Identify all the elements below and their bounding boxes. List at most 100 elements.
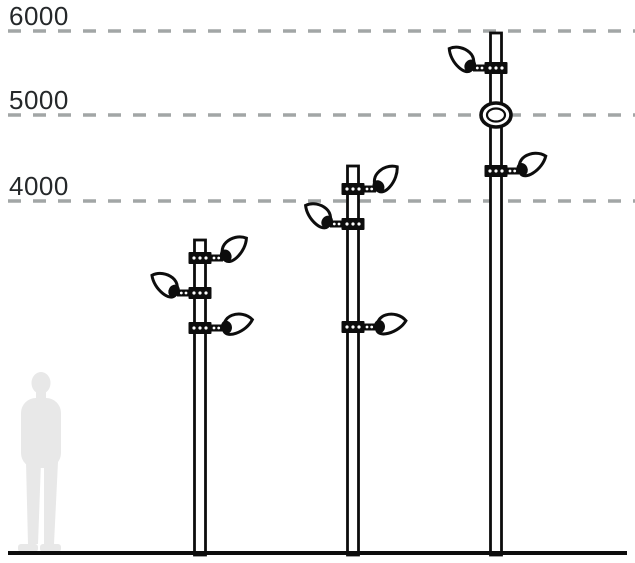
- clamp-bolt: [198, 256, 202, 260]
- person-head: [31, 372, 51, 394]
- clamp: [341, 218, 365, 230]
- gridline-label-6000: 6000: [9, 1, 69, 31]
- arm-bolt: [217, 256, 221, 260]
- clamp-bolt: [357, 222, 361, 226]
- floodlight-knuckle: [372, 180, 385, 193]
- clamp-bolt: [488, 66, 492, 70]
- person-left-leg: [26, 462, 41, 544]
- gridline-label-5000: 5000: [9, 85, 69, 115]
- floodlight-knuckle: [219, 249, 232, 262]
- arm-bolt: [365, 187, 369, 191]
- clamp-bolt: [204, 291, 208, 295]
- floodlight-knuckle: [168, 284, 180, 298]
- pole-tall: [447, 31, 548, 557]
- clamp-bolt: [345, 325, 349, 329]
- clamp: [188, 322, 212, 334]
- arm-bolt: [179, 291, 183, 295]
- arm-bolt: [370, 187, 374, 191]
- arm-bolt: [370, 325, 374, 329]
- clamp-bolt: [204, 326, 208, 330]
- clamp-bolt: [351, 187, 355, 191]
- ring-outer: [479, 101, 513, 129]
- clamp-bolt: [345, 187, 349, 191]
- clamp-bolt: [345, 222, 349, 226]
- clamp: [188, 252, 212, 264]
- person-neck: [36, 391, 46, 400]
- clamp-bolt: [192, 326, 196, 330]
- floodlight-arm: [210, 324, 223, 332]
- person-layer: [18, 372, 61, 552]
- clamp-bolt: [494, 66, 498, 70]
- scale-labels-layer: 6000 5000 4000: [9, 1, 69, 201]
- clamp: [484, 165, 508, 177]
- floodlight-head: [220, 312, 255, 336]
- arm-bolt: [337, 222, 341, 226]
- floodlight-knuckle: [464, 59, 477, 72]
- arm-bolt: [508, 169, 512, 173]
- ring-inner: [485, 107, 507, 123]
- floodlight-left: [150, 271, 190, 299]
- floodlight-knuckle: [516, 162, 528, 176]
- clamp-bolt: [494, 169, 498, 173]
- clamp: [484, 62, 508, 74]
- person-silhouette: [18, 372, 61, 552]
- clamp-bolt: [500, 169, 504, 173]
- clamp-bolt: [351, 325, 355, 329]
- clamp: [188, 287, 212, 299]
- floodlight-arm: [210, 254, 223, 262]
- clamp-bolt: [198, 326, 202, 330]
- arm-bolt: [217, 326, 221, 330]
- person-left-foot: [18, 544, 38, 552]
- pole-medium: [303, 164, 408, 557]
- arm-bolt: [184, 291, 188, 295]
- clamp-bolt: [351, 222, 355, 226]
- floodlight-arm: [363, 185, 376, 193]
- gridlines-layer: [8, 29, 635, 203]
- clamp: [341, 321, 365, 333]
- person-right-leg: [44, 462, 58, 544]
- floodlight-right: [363, 164, 399, 194]
- arm-bolt: [475, 66, 479, 70]
- clamp-bolt: [500, 66, 504, 70]
- floodlight-head: [303, 202, 333, 230]
- ring-fitting: [479, 101, 513, 129]
- pole-short: [150, 235, 255, 557]
- clamp-bolt: [357, 325, 361, 329]
- floodlight-head: [219, 235, 248, 264]
- floodlight-head: [150, 271, 180, 299]
- floodlight-knuckle: [373, 319, 385, 333]
- clamp-bolt: [192, 256, 196, 260]
- floodlight-head: [372, 164, 399, 194]
- floodlight-arm: [177, 289, 190, 297]
- poles-layer: [150, 31, 548, 557]
- clamp-bolt: [488, 169, 492, 173]
- arm-bolt: [212, 256, 216, 260]
- gridline-label-4000: 4000: [9, 171, 69, 201]
- floodlight-arm: [330, 220, 343, 228]
- arm-bolt: [332, 222, 336, 226]
- arm-bolt: [365, 325, 369, 329]
- floodlight-head: [516, 151, 548, 178]
- clamp: [341, 183, 365, 195]
- floodlight-head: [447, 45, 477, 74]
- floodlight-left: [303, 202, 343, 230]
- floodlight-arm: [506, 167, 519, 175]
- floodlight-arm: [473, 64, 486, 72]
- floodlight-right: [210, 235, 248, 264]
- arm-bolt: [480, 66, 484, 70]
- clamp-bolt: [192, 291, 196, 295]
- floodlight-knuckle: [321, 215, 333, 229]
- floodlight-left: [447, 45, 486, 74]
- floodlight-right: [363, 312, 408, 336]
- clamp-bolt: [198, 291, 202, 295]
- floodlight-arm: [363, 323, 376, 331]
- arm-bolt: [212, 326, 216, 330]
- floodlight-knuckle: [220, 320, 232, 334]
- floodlight-right: [506, 151, 548, 178]
- person-torso: [21, 398, 61, 468]
- floodlight-head: [373, 312, 408, 336]
- arm-bolt: [513, 169, 517, 173]
- clamp-bolt: [204, 256, 208, 260]
